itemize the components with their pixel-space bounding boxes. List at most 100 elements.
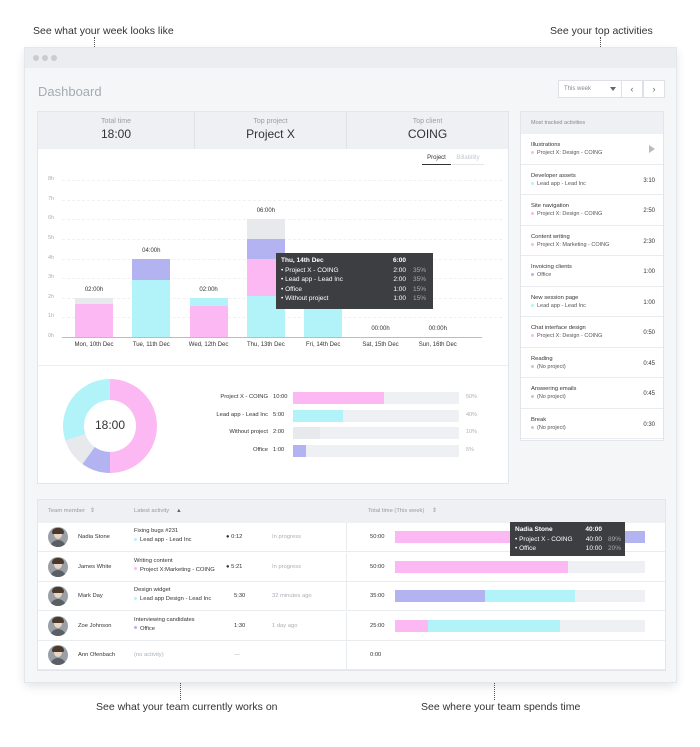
activity-item[interactable]: Chat interface design Project X: Design -…	[521, 317, 663, 348]
bar-segment[interactable]	[132, 258, 171, 281]
donut-slice[interactable]	[62, 379, 110, 441]
activity-title: Reading	[531, 355, 553, 362]
activity-project: (No project)	[531, 364, 566, 370]
team-row[interactable]: Mark Day Design widget Lead app Design - L…	[38, 582, 665, 611]
activity-status: In progress	[272, 534, 301, 540]
team-panel: Team member ⇕ Latest activity ▲ Total ti…	[38, 500, 665, 670]
activity-title: Site navigation	[531, 203, 570, 209]
week-select[interactable]: This week	[558, 80, 622, 98]
y-axis-label: 5h	[48, 234, 55, 241]
column-divider	[346, 611, 347, 641]
team-time-segment[interactable]	[395, 590, 485, 602]
project-bar-fill	[293, 409, 343, 422]
total-time: 50:00	[370, 563, 385, 570]
project-bar-row[interactable]: Project X - COING 10:00 50%	[38, 391, 508, 405]
sort-icon[interactable]: ▲	[176, 508, 182, 514]
member-name: James White	[78, 563, 112, 570]
project-bar-pct: 50%	[466, 394, 478, 400]
activity-duration: 1:00	[643, 269, 655, 275]
avatar-head	[54, 589, 62, 598]
avatar-body	[50, 658, 66, 665]
project-bar-fill	[293, 444, 307, 457]
window-titlebar	[25, 48, 676, 68]
bar-segment[interactable]	[132, 280, 171, 337]
sort-icon[interactable]: ⇕	[90, 508, 95, 514]
team-tooltip-row-pct: 20%	[607, 545, 621, 552]
activity-item[interactable]: Reading (No project) 0:45	[521, 348, 663, 378]
team-time-bar	[395, 619, 645, 632]
team-time-segment[interactable]	[485, 590, 575, 602]
col-latest-activity[interactable]: Latest activity	[134, 508, 170, 514]
project-bar-row[interactable]: Lead app - Lead Inc 5:00 40%	[38, 409, 508, 423]
summary-top-client: Top client COING	[347, 112, 508, 149]
team-time-segment[interactable]	[427, 619, 560, 632]
team-tooltip-row-pct: 89%	[607, 535, 621, 543]
avatar	[48, 556, 68, 577]
team-time-segment[interactable]	[395, 531, 513, 543]
activity-duration: 0:45	[643, 391, 655, 397]
avatar-head	[54, 530, 62, 539]
bar-segment[interactable]	[246, 219, 285, 239]
avatar-hair	[52, 616, 64, 623]
bar-segment[interactable]	[75, 297, 113, 304]
activity-project-label: (No project)	[537, 394, 566, 400]
bar-segment[interactable]	[246, 238, 285, 259]
activity-item[interactable]: Site navigation Project X: Design - COING…	[521, 195, 663, 226]
activity-title: New session page	[531, 294, 579, 301]
donut-slice[interactable]	[82, 447, 110, 473]
project-color-dot	[134, 626, 137, 630]
col-team-member[interactable]: Team member	[48, 508, 86, 514]
activity-duration: 0:30	[643, 421, 655, 428]
avatar-hair	[52, 528, 64, 534]
bar-segment[interactable]	[189, 305, 228, 337]
activity-item[interactable]: Answering emails (No project) 0:45	[521, 378, 663, 409]
activity-item[interactable]: New session page Lead app - Lead Inc 1:00	[521, 287, 663, 317]
window-dot-close[interactable]	[33, 55, 39, 61]
activity-item[interactable]: Illustrations Project X: Design - COING	[521, 134, 663, 165]
team-row[interactable]: Ann Ofenbach (no activity) — 0:00	[38, 641, 665, 670]
team-time-segment[interactable]	[395, 619, 428, 632]
col-total-time[interactable]: Total time (This week)	[368, 508, 425, 514]
activity-project-label: Project X: Design - COING	[537, 211, 603, 217]
tooltip-total: 6:00	[392, 257, 406, 264]
project-bar-row[interactable]: Without project 2:00 10%	[38, 426, 508, 440]
activity-project-label: Lead app - Lead Inc	[537, 302, 586, 309]
team-time-segment[interactable]	[395, 560, 568, 573]
bar-segment[interactable]	[75, 303, 113, 337]
sort-icon[interactable]: ⇕	[432, 508, 437, 514]
tab-billability[interactable]: Billability	[452, 155, 484, 165]
latest-activity: Design widget	[134, 587, 171, 593]
bar-segment[interactable]	[189, 297, 228, 306]
window-dot-minimize[interactable]	[42, 55, 48, 61]
project-color-dot	[531, 273, 534, 277]
tab-project[interactable]: Project	[422, 155, 451, 165]
x-axis-label: Thu, 13th Dec	[247, 342, 285, 348]
activity-item[interactable]: Break (No project) 0:30	[521, 409, 663, 439]
activity-duration: 1:30	[234, 622, 246, 629]
activity-item[interactable]: Content writing Project X: Marketing - CO…	[521, 226, 663, 256]
y-axis-label: 1h	[48, 313, 55, 320]
activity-item[interactable]: Invoicing clients Office 1:00	[521, 256, 663, 287]
team-tooltip-row: • Office 10:00 20%	[510, 545, 625, 555]
team-time-bar	[395, 590, 645, 602]
activity-duration: 2:30	[643, 238, 655, 245]
window-dot-maximize[interactable]	[51, 55, 57, 61]
prev-week-button[interactable]: ‹	[621, 80, 643, 98]
activity-duration: ● 5:21	[226, 563, 243, 570]
project-bar-row[interactable]: Office 1:00 5%	[38, 444, 508, 458]
donut-slice[interactable]	[110, 379, 157, 473]
activity-duration: 0:45	[643, 360, 655, 367]
tooltip-row-pct: 35%	[412, 266, 426, 274]
top-activities-panel: Most tracked activities Illustrations Pro…	[521, 112, 663, 440]
donut-slice[interactable]	[65, 434, 95, 465]
team-row[interactable]: Zoe Johnson Interviewing candidates Office…	[38, 611, 665, 641]
chart-baseline	[62, 337, 482, 338]
play-icon[interactable]	[649, 145, 655, 153]
avatar-body	[50, 569, 66, 577]
team-row[interactable]: James White Writing content Project X:Mark…	[38, 552, 665, 582]
activity-item[interactable]: Developer assets Lead app - Lead Inc 3:10	[521, 165, 663, 195]
member-name: Zoe Johnson	[78, 622, 112, 629]
next-week-button[interactable]: ›	[643, 80, 665, 98]
team-tooltip-row-time: 10:00	[585, 545, 602, 552]
project-color-dot	[531, 364, 534, 368]
